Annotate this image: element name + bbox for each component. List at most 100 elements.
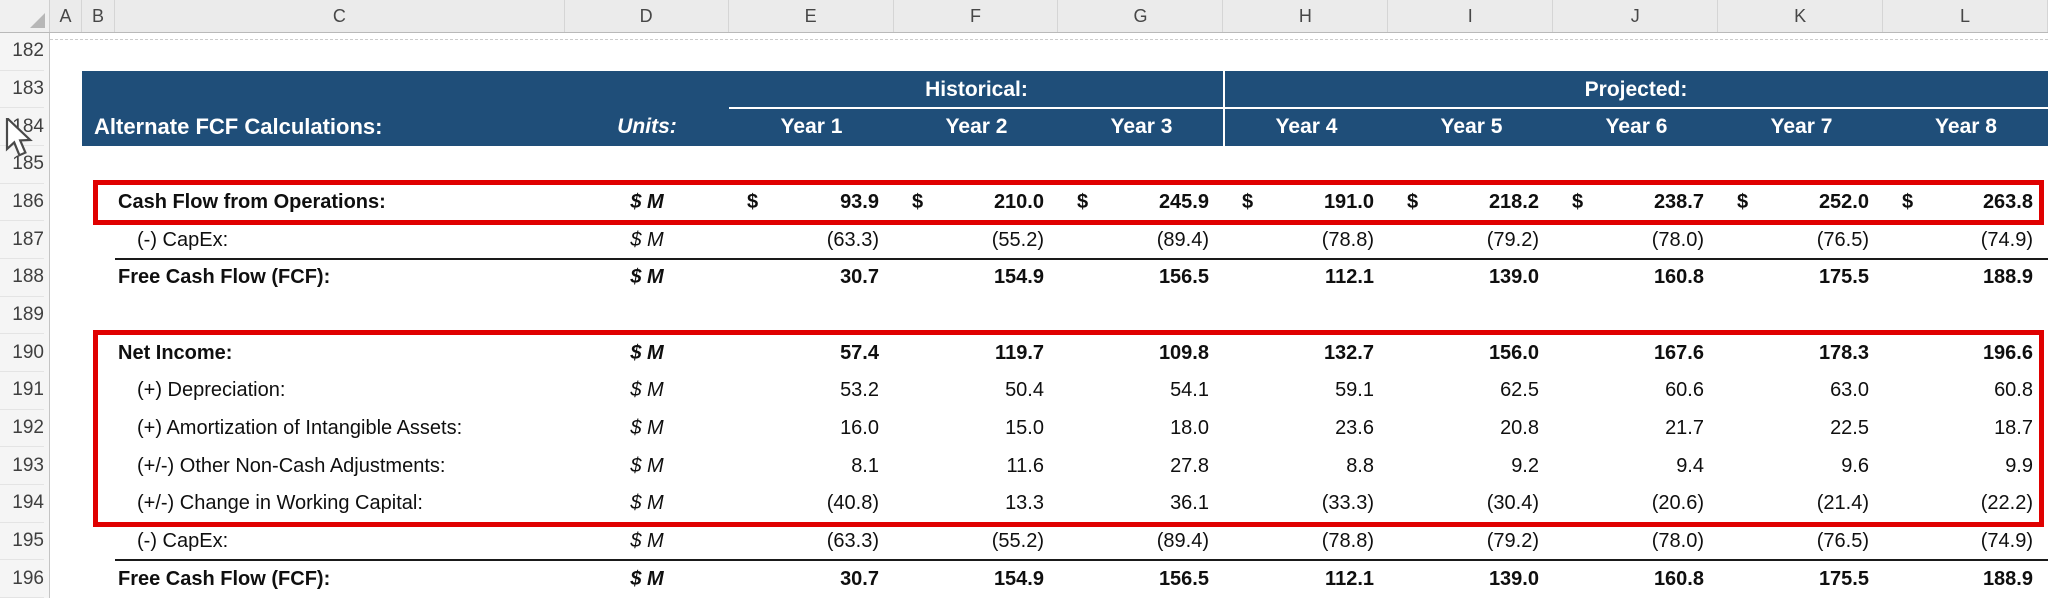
cell-row-label[interactable]: (+/-) Other Non-Cash Adjustments: bbox=[137, 454, 446, 477]
cell-value-row196-year4[interactable]: 112.1 bbox=[1224, 560, 1389, 598]
row-header-190[interactable]: 190 bbox=[0, 334, 44, 372]
cell-units[interactable]: $ M bbox=[630, 341, 664, 364]
cell-value-row187-year3[interactable]: (89.4) bbox=[1059, 221, 1224, 259]
cell-table-title[interactable]: Alternate FCF Calculations: bbox=[94, 114, 383, 140]
cell-value-row190-year6[interactable]: 167.6 bbox=[1554, 334, 1719, 372]
row-header-187[interactable]: 187 bbox=[0, 221, 44, 259]
cell-value-row186-year3[interactable]: $245.9 bbox=[1059, 184, 1224, 222]
cell-row-label[interactable]: Net Income: bbox=[118, 341, 233, 364]
cell-year-header-4[interactable]: Year 4 bbox=[1275, 115, 1338, 139]
cell-value-row194-year7[interactable]: (21.4) bbox=[1719, 485, 1884, 523]
cell-value-row186-year6[interactable]: $238.7 bbox=[1554, 184, 1719, 222]
cell-value-row195-year5[interactable]: (79.2) bbox=[1389, 523, 1554, 561]
cell-value-row188-year2[interactable]: 154.9 bbox=[894, 259, 1059, 297]
cell-value-row186-year2[interactable]: $210.0 bbox=[894, 184, 1059, 222]
cell-value-row195-year1[interactable]: (63.3) bbox=[729, 523, 894, 561]
column-header-D[interactable]: D bbox=[565, 0, 729, 32]
cell-value-row186-year8[interactable]: $263.8 bbox=[1884, 184, 2048, 222]
cell-value-row195-year3[interactable]: (89.4) bbox=[1059, 523, 1224, 561]
cell-value-row188-year1[interactable]: 30.7 bbox=[729, 259, 894, 297]
cell-value-row192-year5[interactable]: 20.8 bbox=[1389, 410, 1554, 448]
cell-row-label[interactable]: (+) Depreciation: bbox=[137, 379, 286, 402]
cell-value-row193-year4[interactable]: 8.8 bbox=[1224, 447, 1389, 485]
cell-units[interactable]: $ M bbox=[630, 190, 664, 213]
cell-value-row188-year6[interactable]: 160.8 bbox=[1554, 259, 1719, 297]
row-header-194[interactable]: 194 bbox=[0, 485, 44, 523]
cell-value-row196-year1[interactable]: 30.7 bbox=[729, 560, 894, 598]
cell-historical-header[interactable]: Historical: bbox=[925, 77, 1028, 101]
cell-value-row187-year8[interactable]: (74.9) bbox=[1884, 221, 2048, 259]
cell-value-row195-year4[interactable]: (78.8) bbox=[1224, 523, 1389, 561]
column-header-A[interactable]: A bbox=[50, 0, 82, 32]
cell-value-row190-year7[interactable]: 178.3 bbox=[1719, 334, 1884, 372]
cell-year-header-7[interactable]: Year 7 bbox=[1770, 115, 1833, 139]
cell-value-row187-year1[interactable]: (63.3) bbox=[729, 221, 894, 259]
cell-value-row192-year4[interactable]: 23.6 bbox=[1224, 410, 1389, 448]
cell-value-row187-year6[interactable]: (78.0) bbox=[1554, 221, 1719, 259]
cell-value-row188-year7[interactable]: 175.5 bbox=[1719, 259, 1884, 297]
column-header-H[interactable]: H bbox=[1223, 0, 1389, 32]
column-header-B[interactable]: B bbox=[82, 0, 115, 32]
cell-value-row195-year8[interactable]: (74.9) bbox=[1884, 523, 2048, 561]
row-header-182[interactable]: 182 bbox=[0, 33, 44, 71]
cell-value-row194-year2[interactable]: 13.3 bbox=[894, 485, 1059, 523]
cell-value-row191-year8[interactable]: 60.8 bbox=[1884, 372, 2048, 410]
cell-row-label[interactable]: Free Cash Flow (FCF): bbox=[118, 266, 331, 289]
cell-value-row192-year1[interactable]: 16.0 bbox=[729, 410, 894, 448]
cell-value-row194-year5[interactable]: (30.4) bbox=[1389, 485, 1554, 523]
cell-value-row191-year3[interactable]: 54.1 bbox=[1059, 372, 1224, 410]
cell-units[interactable]: $ M bbox=[630, 266, 664, 289]
row-header-183[interactable]: 183 bbox=[0, 71, 44, 109]
column-header-F[interactable]: F bbox=[894, 0, 1059, 32]
cell-value-row190-year5[interactable]: 156.0 bbox=[1389, 334, 1554, 372]
column-header-I[interactable]: I bbox=[1388, 0, 1554, 32]
cell-value-row188-year5[interactable]: 139.0 bbox=[1389, 259, 1554, 297]
cell-projected-header[interactable]: Projected: bbox=[1584, 77, 1688, 101]
cell-row-label[interactable]: (+) Amortization of Intangible Assets: bbox=[137, 416, 463, 439]
cell-value-row195-year7[interactable]: (76.5) bbox=[1719, 523, 1884, 561]
cell-value-row194-year6[interactable]: (20.6) bbox=[1554, 485, 1719, 523]
cell-value-row190-year8[interactable]: 196.6 bbox=[1884, 334, 2048, 372]
cell-value-row190-year2[interactable]: 119.7 bbox=[894, 334, 1059, 372]
cell-value-row188-year3[interactable]: 156.5 bbox=[1059, 259, 1224, 297]
cell-value-row196-year3[interactable]: 156.5 bbox=[1059, 560, 1224, 598]
cell-value-row190-year1[interactable]: 57.4 bbox=[729, 334, 894, 372]
row-header-185[interactable]: 185 bbox=[0, 146, 44, 184]
cell-units[interactable]: $ M bbox=[630, 529, 664, 552]
row-header-196[interactable]: 196 bbox=[0, 560, 44, 598]
column-header-G[interactable]: G bbox=[1058, 0, 1224, 32]
cell-year-header-1[interactable]: Year 1 bbox=[780, 115, 843, 139]
cell-year-header-3[interactable]: Year 3 bbox=[1110, 115, 1173, 139]
cell-value-row190-year4[interactable]: 132.7 bbox=[1224, 334, 1389, 372]
cell-value-row188-year8[interactable]: 188.9 bbox=[1884, 259, 2048, 297]
cell-year-header-5[interactable]: Year 5 bbox=[1440, 115, 1503, 139]
cell-year-header-8[interactable]: Year 8 bbox=[1935, 115, 1997, 139]
cell-value-row191-year6[interactable]: 60.6 bbox=[1554, 372, 1719, 410]
cell-value-row190-year3[interactable]: 109.8 bbox=[1059, 334, 1224, 372]
cell-value-row192-year3[interactable]: 18.0 bbox=[1059, 410, 1224, 448]
cell-value-row191-year5[interactable]: 62.5 bbox=[1389, 372, 1554, 410]
cell-value-row192-year8[interactable]: 18.7 bbox=[1884, 410, 2048, 448]
cell-value-row193-year2[interactable]: 11.6 bbox=[894, 447, 1059, 485]
cell-units[interactable]: $ M bbox=[630, 567, 664, 590]
cell-units[interactable]: $ M bbox=[630, 379, 664, 402]
cell-row-label[interactable]: Cash Flow from Operations: bbox=[118, 190, 386, 213]
cell-value-row186-year1[interactable]: $93.9 bbox=[729, 184, 894, 222]
row-header-186[interactable]: 186 bbox=[0, 184, 44, 222]
cell-value-row191-year1[interactable]: 53.2 bbox=[729, 372, 894, 410]
cell-value-row193-year1[interactable]: 8.1 bbox=[729, 447, 894, 485]
column-header-J[interactable]: J bbox=[1553, 0, 1719, 32]
row-header-195[interactable]: 195 bbox=[0, 523, 44, 561]
cell-value-row196-year5[interactable]: 139.0 bbox=[1389, 560, 1554, 598]
cell-value-row193-year5[interactable]: 9.2 bbox=[1389, 447, 1554, 485]
cell-value-row196-year2[interactable]: 154.9 bbox=[894, 560, 1059, 598]
cell-units[interactable]: $ M bbox=[630, 454, 664, 477]
row-header-192[interactable]: 192 bbox=[0, 410, 44, 448]
cell-value-row187-year4[interactable]: (78.8) bbox=[1224, 221, 1389, 259]
cell-value-row192-year7[interactable]: 22.5 bbox=[1719, 410, 1884, 448]
cell-row-label[interactable]: Free Cash Flow (FCF): bbox=[118, 567, 331, 590]
cell-value-row193-year6[interactable]: 9.4 bbox=[1554, 447, 1719, 485]
row-header-193[interactable]: 193 bbox=[0, 447, 44, 485]
cell-value-row187-year7[interactable]: (76.5) bbox=[1719, 221, 1884, 259]
cell-value-row188-year4[interactable]: 112.1 bbox=[1224, 259, 1389, 297]
